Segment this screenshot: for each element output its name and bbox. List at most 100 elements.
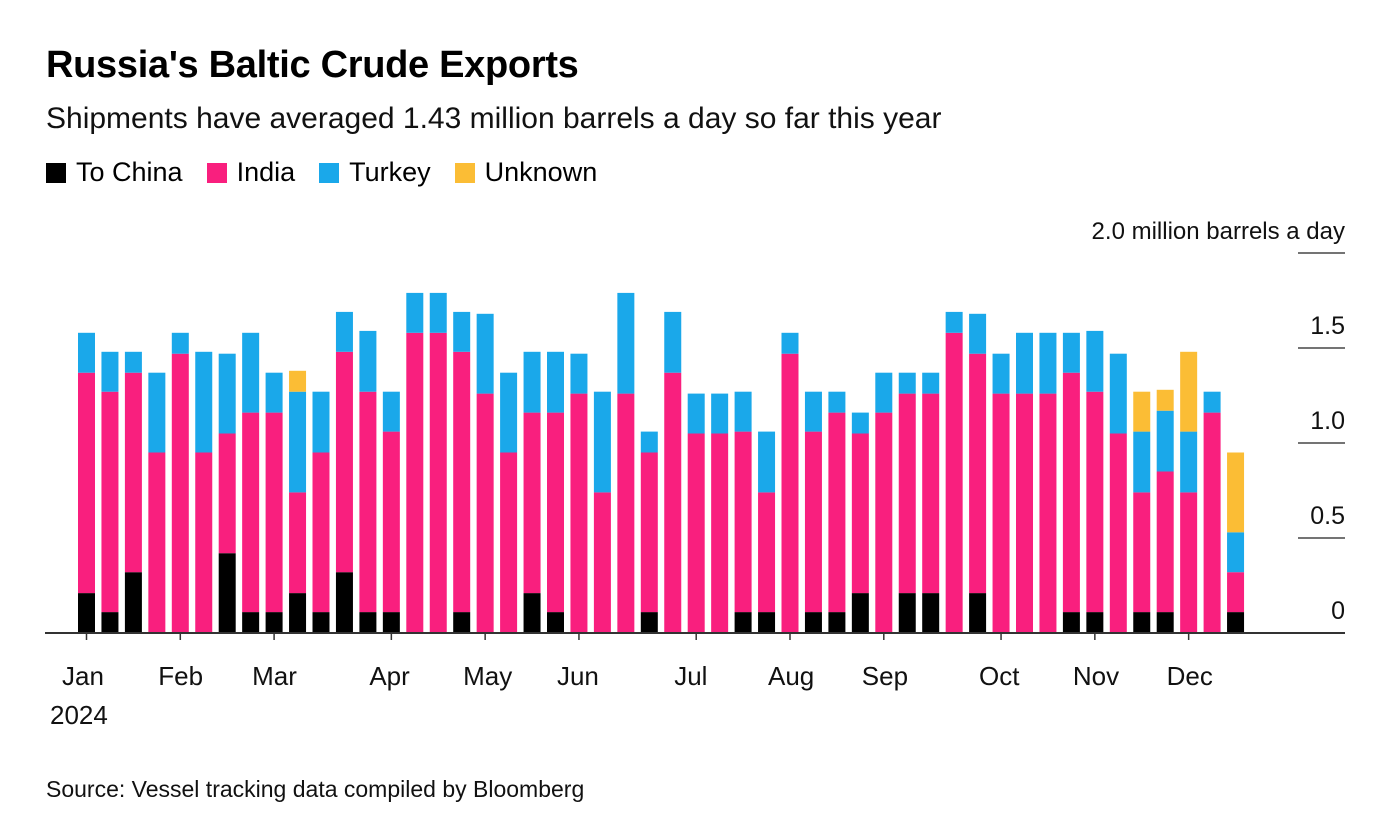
bar-turkey (101, 351, 119, 392)
bar-to-china (828, 612, 846, 633)
bar-india (265, 412, 283, 613)
bar-turkey (922, 372, 940, 394)
bar-turkey (500, 372, 518, 453)
bar-turkey (664, 311, 682, 373)
x-tick-label: Aug (768, 661, 814, 691)
bar-to-china (335, 572, 353, 633)
x-tick-label: Apr (369, 661, 410, 691)
bar-to-china (359, 612, 377, 633)
legend-label: India (236, 157, 296, 187)
bar-to-china (922, 593, 940, 633)
bar-turkey (476, 313, 494, 394)
bar-to-china (1062, 612, 1080, 633)
legend-item-unknown: Unknown (454, 157, 597, 188)
x-year-label: 2024 (50, 700, 108, 730)
bar-india (1109, 433, 1127, 633)
bar-turkey (1156, 410, 1174, 472)
bar-turkey (312, 391, 330, 453)
bar-turkey (359, 330, 377, 392)
bar-turkey (828, 391, 846, 413)
bar-turkey (1227, 532, 1245, 573)
bar-to-china (640, 612, 658, 633)
chart-title: Russia's Baltic Crude Exports (46, 44, 579, 86)
bar-turkey (969, 313, 987, 354)
bar-turkey (1180, 431, 1198, 493)
bar-turkey (1016, 332, 1033, 394)
bar-to-china (218, 553, 236, 633)
bar-to-china (804, 612, 822, 633)
bar-turkey (758, 431, 776, 493)
bar-turkey (945, 311, 963, 333)
bar-india (1039, 393, 1057, 633)
legend-item-india: India (206, 157, 296, 188)
y-tick-label: 1.0 (1310, 407, 1345, 435)
bar-india (359, 391, 377, 613)
bar-india (289, 492, 307, 594)
bar-to-china (547, 612, 564, 633)
x-tick-label: Dec (1167, 661, 1213, 691)
bar-turkey (1133, 431, 1151, 493)
bar-india (734, 431, 752, 613)
bar-india (781, 353, 799, 633)
bar-turkey (547, 351, 564, 413)
bar-to-china (312, 612, 330, 633)
bar-to-china (969, 593, 987, 633)
x-tick-label: Nov (1073, 661, 1119, 691)
bar-to-china (851, 593, 869, 633)
legend-item-to-china: To China (46, 157, 183, 188)
bar-india (875, 412, 893, 633)
bar-turkey (382, 391, 400, 432)
bar-turkey (171, 332, 189, 354)
bar-turkey (78, 332, 95, 373)
bar-turkey (1109, 353, 1127, 434)
x-tick-label: Mar (252, 661, 297, 691)
x-tick-label: Jul (674, 661, 707, 691)
x-tick-label: Oct (979, 661, 1020, 691)
bar-india (1180, 492, 1198, 633)
bar-india (969, 353, 987, 594)
bar-india (1156, 471, 1174, 613)
bar-turkey (218, 353, 236, 434)
x-tick-label: Jun (557, 661, 599, 691)
bar-to-china (78, 593, 95, 633)
bar-india (382, 431, 400, 613)
bar-india (922, 393, 940, 594)
bar-turkey (1039, 332, 1057, 394)
bar-india (101, 391, 119, 613)
bar-india (1203, 412, 1221, 633)
bar-to-china (758, 612, 776, 633)
bar-to-china (1133, 612, 1151, 633)
bar-turkey (1062, 332, 1080, 373)
bar-turkey (992, 353, 1010, 394)
legend-label: Turkey (349, 157, 431, 187)
bar-india (171, 353, 189, 633)
bar-unknown (289, 370, 307, 392)
bar-turkey (570, 353, 588, 394)
bar-turkey (148, 372, 166, 453)
legend-swatch (319, 162, 340, 183)
bar-unknown (1180, 351, 1198, 432)
bar-to-china (523, 593, 541, 633)
x-tick-label: Sep (862, 661, 908, 691)
x-tick-label: Feb (158, 661, 203, 691)
bar-india (570, 393, 588, 633)
bar-turkey (687, 393, 705, 434)
bar-to-china (124, 572, 142, 633)
bar-india (992, 393, 1010, 633)
bar-turkey (804, 391, 822, 432)
bar-to-china (265, 612, 283, 633)
bar-turkey (1203, 391, 1221, 413)
y-tick-label: 0 (1331, 597, 1345, 625)
bar-india (78, 372, 95, 594)
source-note: Source: Vessel tracking data compiled by… (46, 776, 585, 802)
bar-unknown (1227, 452, 1245, 533)
y-tick-label: 2.0 million barrels a day (1092, 218, 1345, 245)
bar-india (523, 412, 541, 594)
bar-india (851, 433, 869, 594)
legend-item-turkey: Turkey (319, 157, 431, 188)
bar-turkey (640, 431, 658, 453)
bar-india (124, 372, 142, 573)
bar-india (476, 393, 494, 633)
bar-turkey (289, 391, 307, 493)
bar-turkey (851, 412, 869, 434)
